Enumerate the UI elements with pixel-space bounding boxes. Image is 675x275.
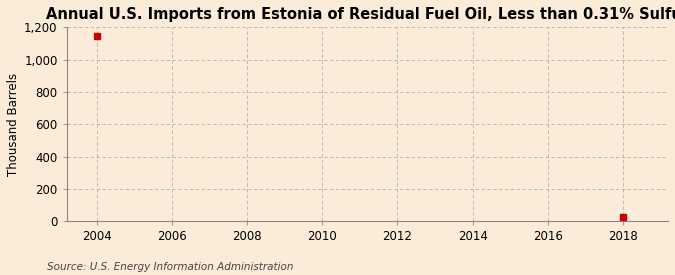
Y-axis label: Thousand Barrels: Thousand Barrels: [7, 73, 20, 176]
Title: Annual U.S. Imports from Estonia of Residual Fuel Oil, Less than 0.31% Sulfur: Annual U.S. Imports from Estonia of Resi…: [46, 7, 675, 22]
Text: Source: U.S. Energy Information Administration: Source: U.S. Energy Information Administ…: [47, 262, 294, 272]
